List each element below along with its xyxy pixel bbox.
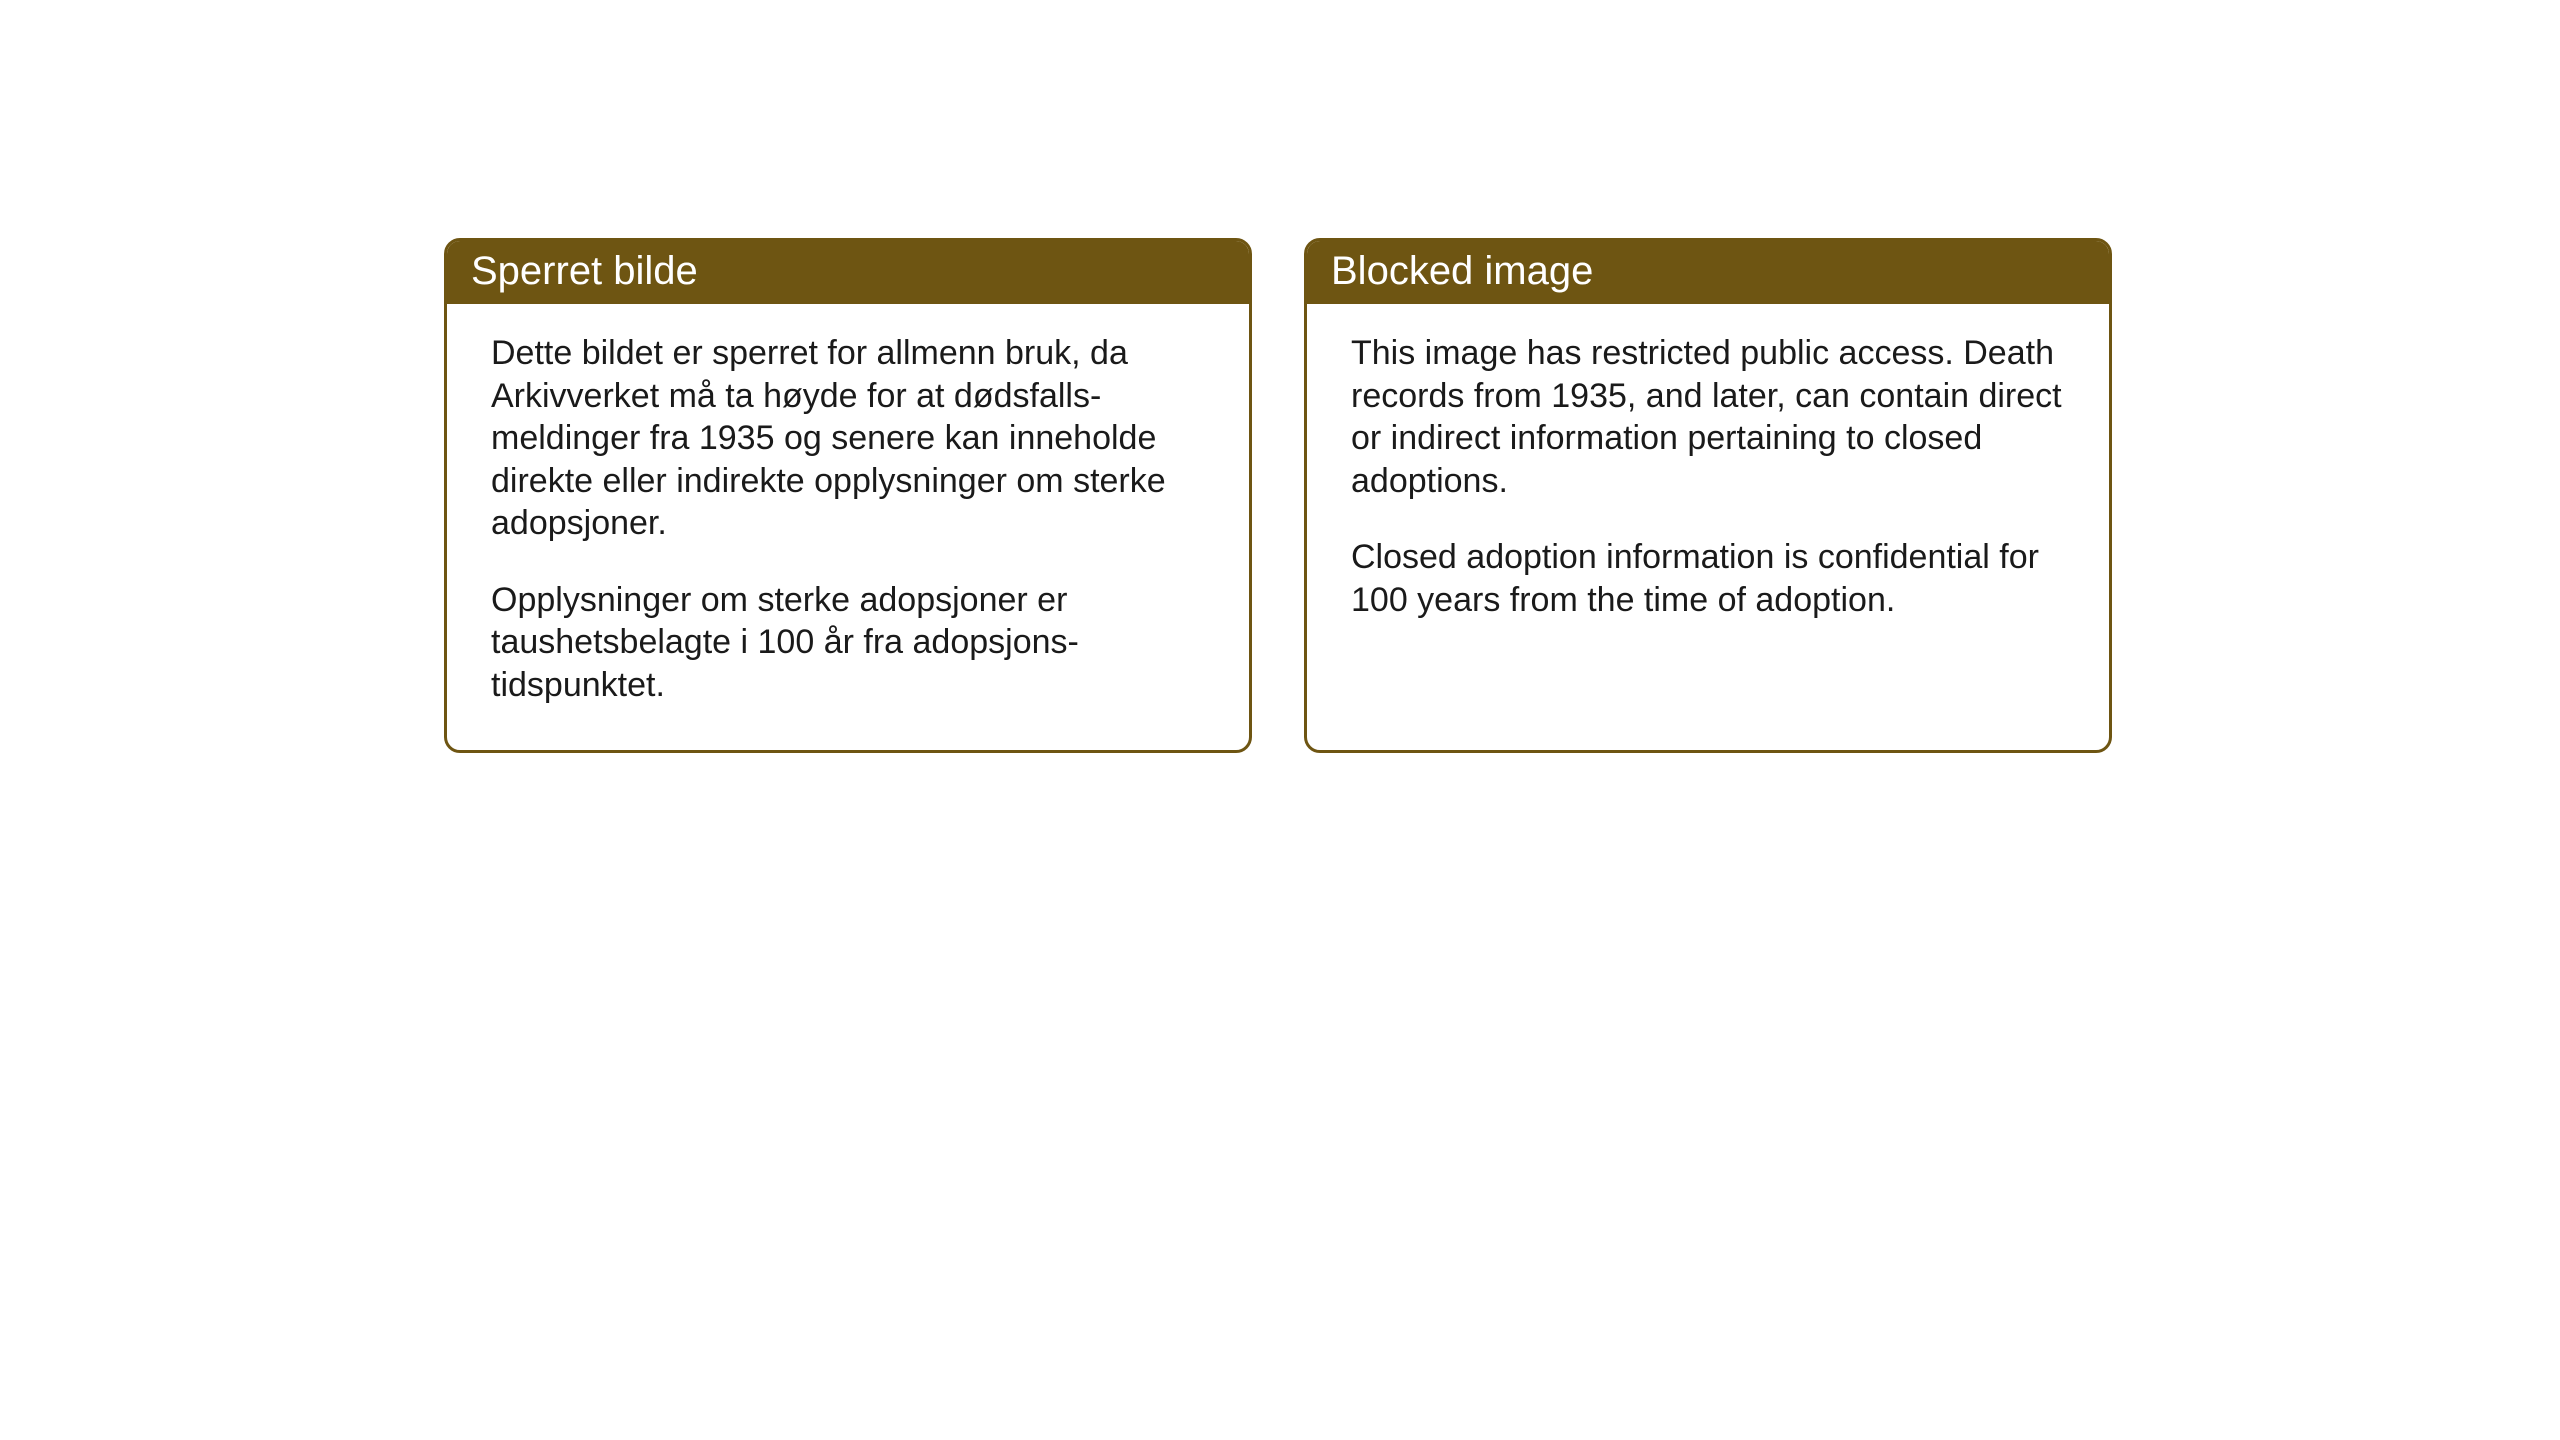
notice-paragraph: Closed adoption information is confident…: [1351, 536, 2065, 621]
notice-paragraph: Dette bildet er sperret for allmenn bruk…: [491, 332, 1205, 545]
notice-box-english: Blocked image This image has restricted …: [1304, 238, 2112, 753]
notice-box-norwegian: Sperret bilde Dette bildet er sperret fo…: [444, 238, 1252, 753]
notice-header-norwegian: Sperret bilde: [447, 241, 1249, 304]
notice-header-english: Blocked image: [1307, 241, 2109, 304]
notice-body-norwegian: Dette bildet er sperret for allmenn bruk…: [447, 304, 1249, 750]
notice-paragraph: This image has restricted public access.…: [1351, 332, 2065, 502]
notices-container: Sperret bilde Dette bildet er sperret fo…: [444, 238, 2112, 753]
notice-paragraph: Opplysninger om sterke adopsjoner er tau…: [491, 579, 1205, 707]
notice-body-english: This image has restricted public access.…: [1307, 304, 2109, 665]
